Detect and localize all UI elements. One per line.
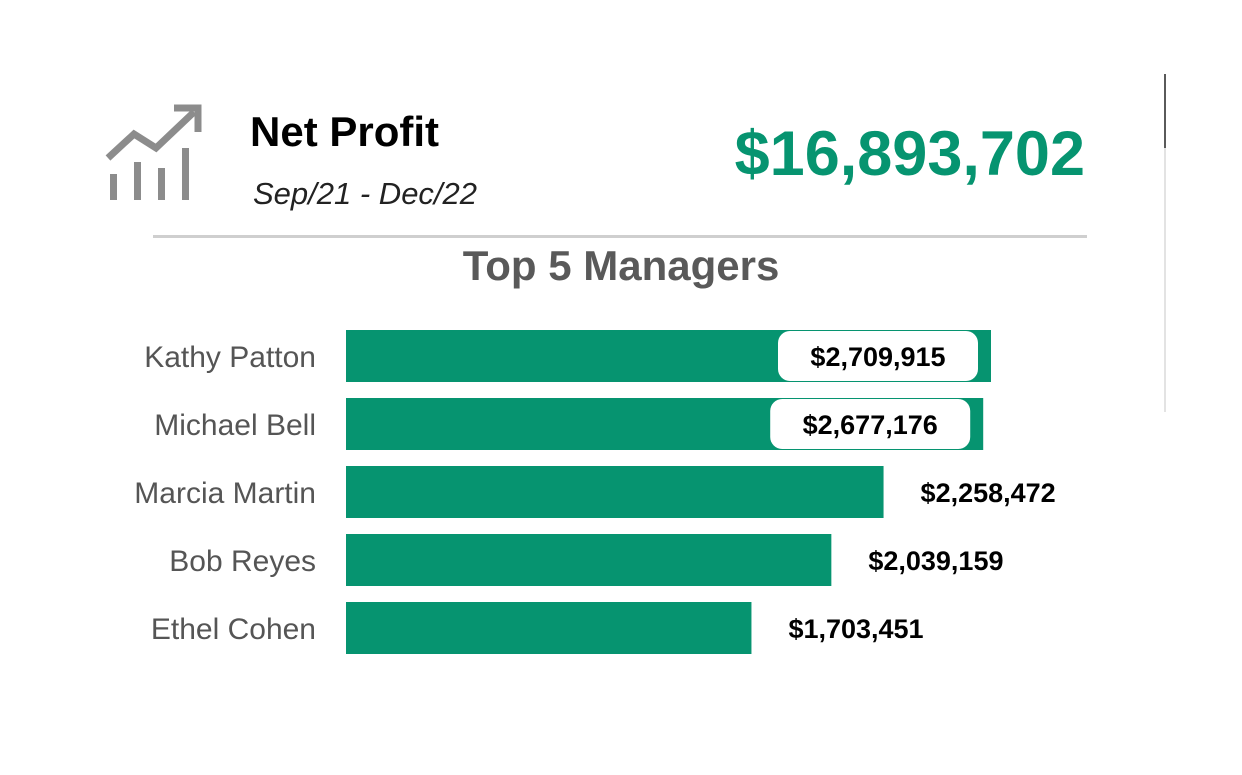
value-label: $1,703,451 — [788, 614, 923, 644]
category-label: Marcia Martin — [134, 477, 316, 510]
value-label: $2,677,176 — [803, 410, 938, 440]
trending-up-chart-icon — [105, 104, 202, 200]
category-label: Bob Reyes — [169, 545, 316, 578]
scrollbar-thumb[interactable] — [1164, 74, 1166, 148]
card-title: Net Profit — [250, 108, 439, 155]
chart-title: Top 5 Managers — [463, 242, 780, 289]
category-label: Ethel Cohen — [151, 613, 316, 646]
bar — [346, 534, 832, 586]
net-profit-total: $16,893,702 — [734, 119, 1085, 189]
scrollbar[interactable] — [1164, 74, 1166, 412]
period-label: Sep/21 - Dec/22 — [253, 176, 478, 211]
value-label: $2,039,159 — [868, 546, 1003, 576]
value-label: $2,709,915 — [810, 342, 945, 372]
value-label-background — [778, 331, 978, 381]
bar — [346, 602, 752, 654]
value-label: $2,258,472 — [921, 478, 1056, 508]
category-label: Kathy Patton — [144, 341, 316, 374]
bar — [346, 466, 884, 518]
value-label-background — [770, 399, 971, 449]
divider — [153, 235, 1087, 238]
category-label: Michael Bell — [154, 409, 316, 442]
